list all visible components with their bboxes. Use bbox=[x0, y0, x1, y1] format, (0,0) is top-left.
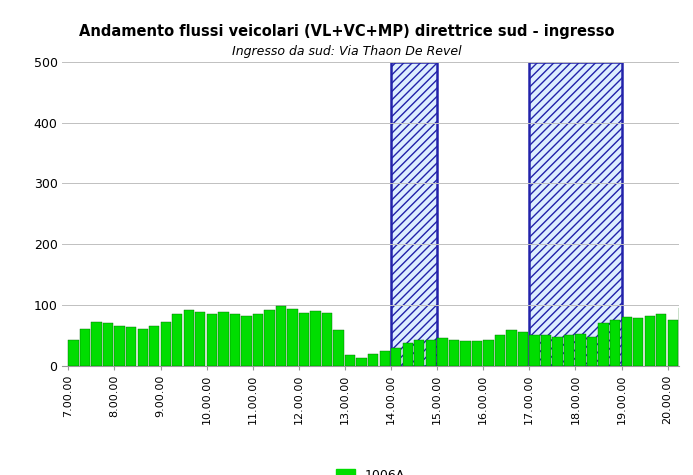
Bar bbox=[149, 326, 159, 366]
Bar bbox=[322, 313, 332, 366]
Bar bbox=[622, 317, 632, 366]
Bar bbox=[218, 312, 229, 366]
Bar bbox=[91, 322, 102, 366]
Bar bbox=[552, 337, 563, 366]
Bar bbox=[529, 335, 540, 366]
Bar bbox=[691, 305, 693, 366]
Bar bbox=[437, 338, 448, 366]
Bar bbox=[495, 335, 505, 366]
Bar bbox=[276, 306, 286, 366]
Bar bbox=[69, 340, 79, 366]
Bar bbox=[299, 313, 309, 366]
Bar bbox=[137, 329, 148, 366]
Bar bbox=[633, 318, 643, 366]
Bar bbox=[253, 314, 263, 366]
Bar bbox=[229, 314, 240, 366]
Bar bbox=[114, 326, 125, 366]
Bar bbox=[288, 309, 298, 366]
Bar bbox=[529, 62, 622, 366]
Text: Andamento flussi veicolari (VL+VC+MP) direttrice sud - ingresso: Andamento flussi veicolari (VL+VC+MP) di… bbox=[79, 24, 614, 39]
Bar bbox=[356, 358, 367, 366]
Bar bbox=[599, 323, 609, 366]
Bar bbox=[575, 333, 586, 366]
Bar bbox=[656, 314, 667, 366]
Bar bbox=[667, 320, 678, 366]
Bar bbox=[172, 314, 182, 366]
Bar bbox=[414, 340, 424, 366]
Bar bbox=[80, 329, 90, 366]
Bar bbox=[564, 335, 574, 366]
Bar bbox=[460, 342, 471, 366]
Bar bbox=[448, 340, 459, 366]
Bar bbox=[241, 316, 252, 366]
Bar bbox=[310, 311, 321, 366]
Bar bbox=[391, 348, 401, 366]
Bar bbox=[541, 335, 551, 366]
Bar bbox=[426, 340, 436, 366]
Bar bbox=[345, 355, 356, 366]
Bar bbox=[103, 323, 114, 366]
Bar bbox=[644, 316, 655, 366]
Bar bbox=[207, 314, 217, 366]
Bar bbox=[184, 310, 194, 366]
Bar bbox=[195, 312, 206, 366]
Bar bbox=[472, 342, 482, 366]
Bar bbox=[679, 308, 690, 366]
Bar bbox=[391, 62, 437, 366]
Bar bbox=[333, 331, 344, 366]
Bar bbox=[610, 320, 620, 366]
Bar bbox=[380, 351, 390, 366]
Bar bbox=[264, 310, 274, 366]
Bar bbox=[587, 337, 597, 366]
Bar bbox=[507, 331, 517, 366]
Bar bbox=[403, 342, 413, 366]
Bar bbox=[161, 322, 171, 366]
Text: Ingresso da sud: Via Thaon De Revel: Ingresso da sud: Via Thaon De Revel bbox=[231, 45, 462, 58]
Bar bbox=[483, 340, 493, 366]
Bar bbox=[368, 353, 378, 366]
Bar bbox=[126, 327, 137, 366]
Legend: 1006A: 1006A bbox=[331, 464, 410, 475]
Bar bbox=[518, 332, 528, 366]
